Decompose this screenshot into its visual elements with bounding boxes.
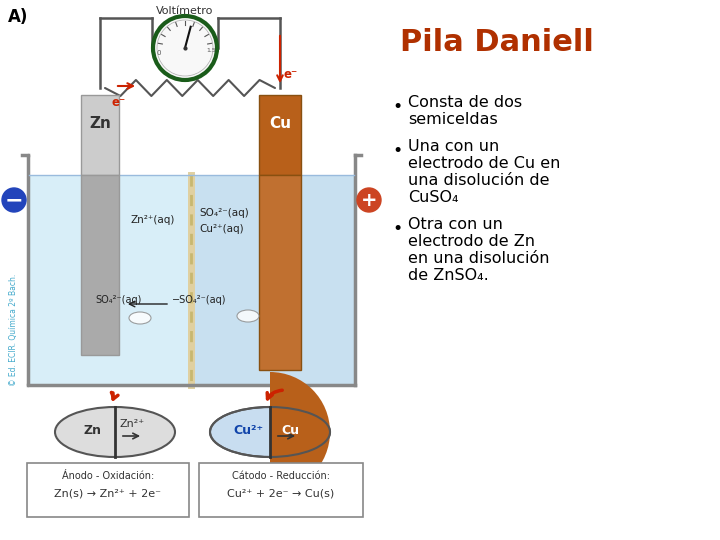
Bar <box>259 95 301 175</box>
Ellipse shape <box>237 310 259 322</box>
Text: Otra con un: Otra con un <box>408 217 503 232</box>
Circle shape <box>357 188 381 212</box>
Text: en una disolución: en una disolución <box>408 251 549 266</box>
Text: 0: 0 <box>157 50 161 56</box>
Ellipse shape <box>55 407 175 457</box>
Text: Cu: Cu <box>269 116 291 131</box>
Text: •: • <box>392 98 402 116</box>
Text: electrodo de Cu en: electrodo de Cu en <box>408 156 560 171</box>
Text: +: + <box>361 191 377 210</box>
Ellipse shape <box>210 407 330 457</box>
Text: Pila Daniell: Pila Daniell <box>400 28 594 57</box>
Text: •: • <box>392 220 402 238</box>
Bar <box>29 175 190 384</box>
Text: Zn²⁺(aq): Zn²⁺(aq) <box>131 215 175 225</box>
Text: © Ed. ECIR. Química 2º Bach.: © Ed. ECIR. Química 2º Bach. <box>9 274 19 386</box>
Bar <box>259 175 301 370</box>
Text: Cátodo - Reducción:: Cátodo - Reducción: <box>232 471 330 481</box>
Ellipse shape <box>129 312 151 324</box>
Text: Zn: Zn <box>89 116 111 131</box>
Text: Ánodo - Oxidación:: Ánodo - Oxidación: <box>62 471 154 481</box>
Circle shape <box>2 188 26 212</box>
Text: Cu²⁺(aq): Cu²⁺(aq) <box>199 224 243 234</box>
Text: Cu²⁺: Cu²⁺ <box>233 423 263 436</box>
Text: e⁻: e⁻ <box>112 96 126 109</box>
Text: Voltímetro: Voltímetro <box>156 6 214 16</box>
Text: −: − <box>5 190 23 210</box>
Text: •: • <box>392 142 402 160</box>
Text: Zn: Zn <box>84 423 102 436</box>
Text: semiceldas: semiceldas <box>408 112 498 127</box>
Text: 1.5: 1.5 <box>206 49 216 53</box>
Text: CuSO₄: CuSO₄ <box>408 190 459 205</box>
Text: Zn²⁺: Zn²⁺ <box>120 419 145 429</box>
FancyBboxPatch shape <box>27 463 189 517</box>
Bar <box>81 175 119 355</box>
Text: Cu: Cu <box>281 423 299 436</box>
Wedge shape <box>270 372 330 492</box>
Text: A): A) <box>8 8 28 26</box>
Bar <box>81 95 119 175</box>
Bar <box>193 175 354 384</box>
Text: SO₄²⁻(aq): SO₄²⁻(aq) <box>95 295 141 305</box>
Text: Zn(s) → Zn²⁺ + 2e⁻: Zn(s) → Zn²⁺ + 2e⁻ <box>55 488 161 498</box>
Text: Una con un: Una con un <box>408 139 499 154</box>
Text: −SO₄²⁻(aq): −SO₄²⁻(aq) <box>172 295 227 305</box>
Circle shape <box>153 16 217 80</box>
Text: SO₄²⁻(aq): SO₄²⁻(aq) <box>199 208 248 218</box>
Text: e⁻: e⁻ <box>284 68 298 81</box>
Text: de ZnSO₄.: de ZnSO₄. <box>408 268 489 283</box>
FancyBboxPatch shape <box>199 463 363 517</box>
Text: Consta de dos: Consta de dos <box>408 95 522 110</box>
Text: una disolución de: una disolución de <box>408 173 549 188</box>
Text: Cu²⁺ + 2e⁻ → Cu(s): Cu²⁺ + 2e⁻ → Cu(s) <box>228 488 335 498</box>
Text: electrodo de Zn: electrodo de Zn <box>408 234 535 249</box>
